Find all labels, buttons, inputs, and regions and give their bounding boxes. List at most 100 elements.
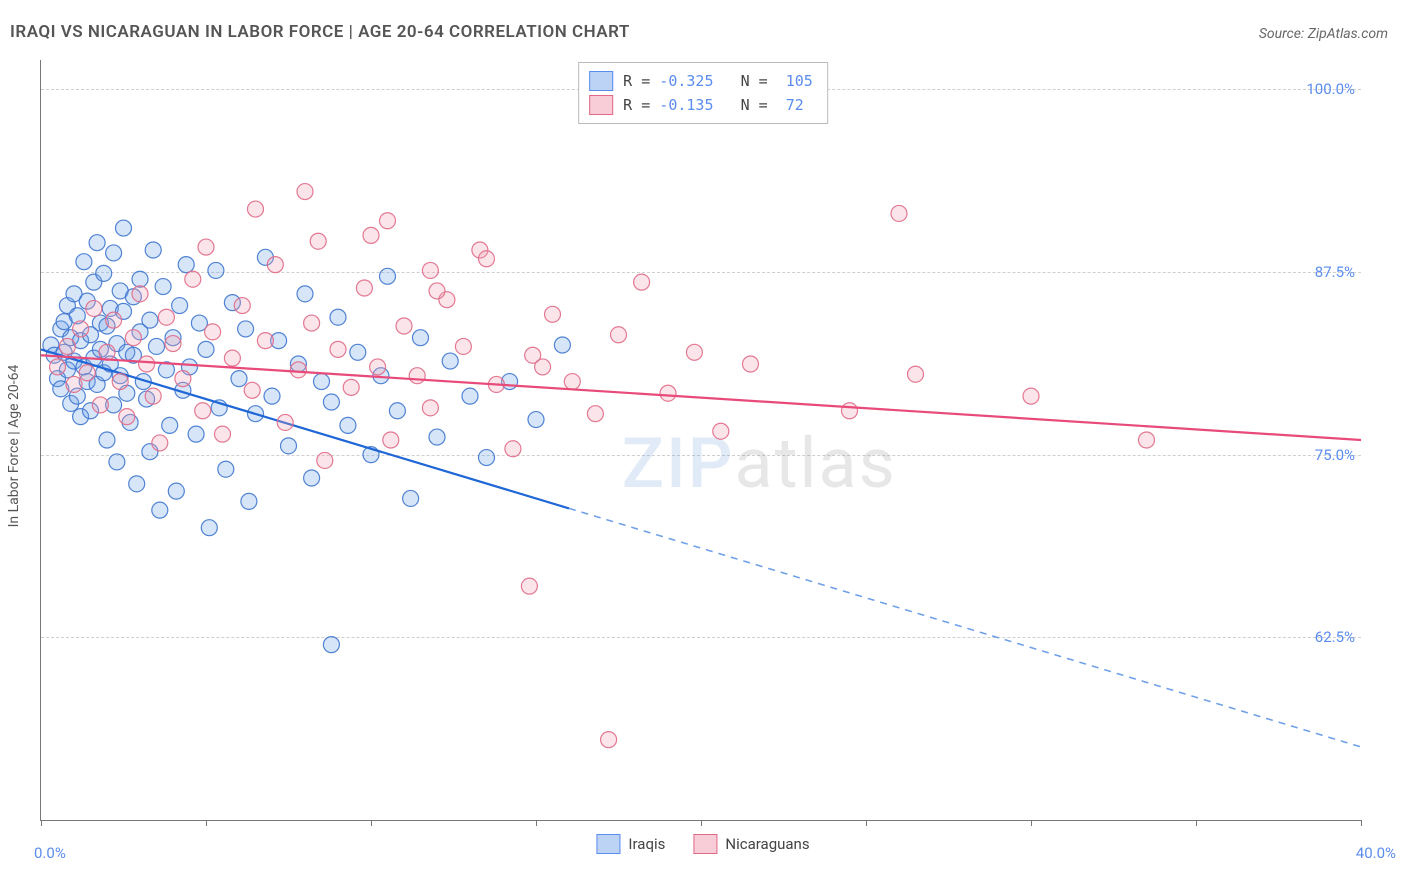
data-point: [145, 242, 161, 258]
data-point: [158, 309, 174, 325]
data-point: [162, 417, 178, 433]
series-legend: Iraqis Nicaraguans: [596, 834, 809, 854]
data-point: [1139, 432, 1155, 448]
data-point: [50, 359, 66, 375]
legend-text: R = -0.325 N = 105: [623, 69, 813, 93]
data-point: [380, 213, 396, 229]
legend-swatch: [596, 834, 620, 854]
data-point: [1023, 388, 1039, 404]
data-point: [403, 490, 419, 506]
legend-label: Iraqis: [628, 835, 665, 853]
data-point: [99, 432, 115, 448]
data-point: [455, 338, 471, 354]
data-point: [330, 341, 346, 357]
data-point: [277, 414, 293, 430]
data-point: [743, 356, 759, 372]
data-point: [86, 300, 102, 316]
x-tick: [1031, 820, 1032, 826]
data-point: [422, 262, 438, 278]
y-axis-title: In Labor Force | Age 20-64: [6, 365, 22, 528]
data-point: [248, 201, 264, 217]
data-point: [218, 461, 234, 477]
data-point: [409, 368, 425, 384]
data-point: [350, 344, 366, 360]
data-point: [152, 435, 168, 451]
data-point: [195, 403, 211, 419]
x-tick: [371, 820, 372, 826]
data-point: [76, 254, 92, 270]
data-point: [165, 336, 181, 352]
data-point: [208, 262, 224, 278]
data-point: [323, 637, 339, 653]
data-point: [145, 388, 161, 404]
x-tick: [1196, 820, 1197, 826]
data-point: [442, 353, 458, 369]
legend-swatch: [589, 95, 613, 115]
x-min-label: 0.0%: [34, 844, 66, 862]
data-point: [132, 271, 148, 287]
data-point: [535, 359, 551, 375]
x-tick: [701, 820, 702, 826]
x-max-label: 40.0%: [1356, 844, 1396, 862]
data-point: [178, 257, 194, 273]
data-point: [244, 382, 260, 398]
data-point: [257, 333, 273, 349]
data-point: [155, 279, 171, 295]
x-tick: [206, 820, 207, 826]
data-point: [304, 470, 320, 486]
data-point: [106, 312, 122, 328]
data-point: [198, 341, 214, 357]
data-point: [112, 374, 128, 390]
data-point: [323, 394, 339, 410]
data-point: [89, 235, 105, 251]
data-point: [429, 429, 445, 445]
data-point: [310, 233, 326, 249]
data-point: [175, 371, 191, 387]
data-point: [205, 324, 221, 340]
x-tick: [536, 820, 537, 826]
data-point: [125, 330, 141, 346]
trend-line-dashed: [569, 508, 1361, 747]
data-point: [106, 245, 122, 261]
data-point: [611, 327, 627, 343]
data-point: [380, 268, 396, 284]
data-point: [389, 403, 405, 419]
data-point: [238, 321, 254, 337]
data-point: [116, 220, 132, 236]
trend-line-solid: [41, 355, 1361, 440]
data-point: [231, 371, 247, 387]
legend-item: Nicaraguans: [693, 834, 809, 854]
x-tick: [1361, 820, 1362, 826]
data-point: [241, 493, 257, 509]
x-tick: [41, 820, 42, 826]
legend-text: R = -0.135 N = 72: [623, 93, 804, 117]
data-point: [660, 385, 676, 401]
data-point: [297, 184, 313, 200]
data-point: [340, 417, 356, 433]
data-point: [842, 403, 858, 419]
source-label: Source: ZipAtlas.com: [1259, 26, 1388, 42]
data-point: [267, 257, 283, 273]
data-point: [505, 441, 521, 457]
data-point: [297, 286, 313, 302]
data-point: [149, 338, 165, 354]
data-point: [317, 452, 333, 468]
legend-row: R = -0.135 N = 72: [589, 93, 813, 117]
legend-label: Nicaraguans: [725, 835, 809, 853]
data-point: [198, 239, 214, 255]
data-point: [59, 338, 75, 354]
data-point: [109, 454, 125, 470]
data-point: [343, 379, 359, 395]
plot-svg: [41, 60, 1361, 820]
data-point: [363, 227, 379, 243]
data-point: [79, 365, 95, 381]
data-point: [908, 366, 924, 382]
data-point: [304, 315, 320, 331]
data-point: [356, 280, 372, 296]
data-point: [564, 374, 580, 390]
data-point: [713, 423, 729, 439]
data-point: [185, 271, 201, 287]
data-point: [188, 426, 204, 442]
data-point: [99, 344, 115, 360]
data-point: [396, 318, 412, 334]
